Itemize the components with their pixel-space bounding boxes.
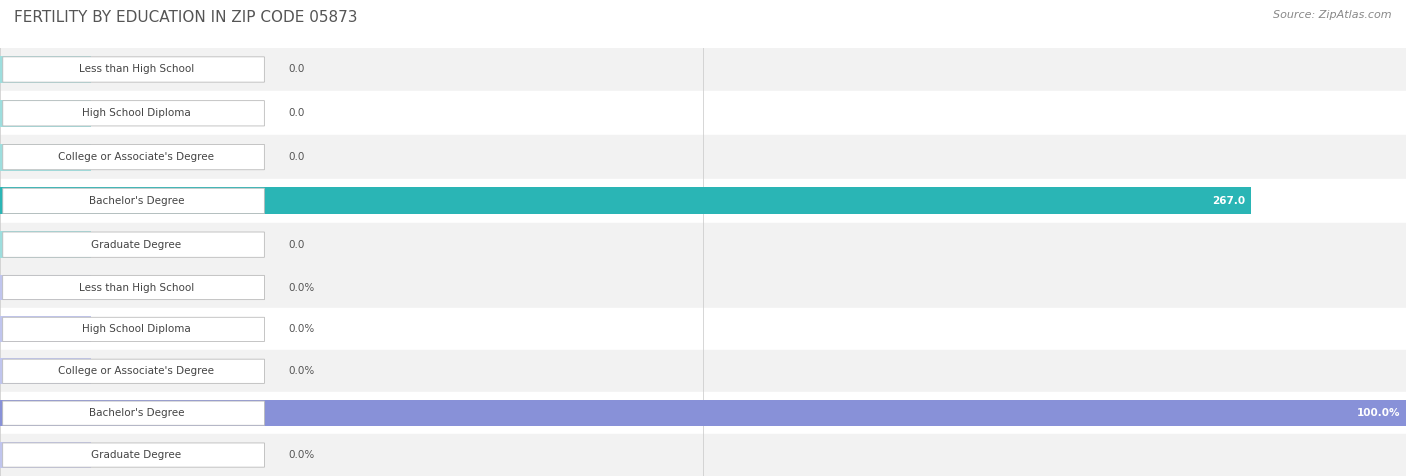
Text: High School Diploma: High School Diploma	[82, 324, 191, 335]
FancyBboxPatch shape	[3, 144, 264, 170]
Bar	[0, 143, 91, 171]
Text: 0.0: 0.0	[288, 64, 305, 75]
Text: 0.0: 0.0	[288, 239, 305, 250]
Bar	[0, 400, 1406, 426]
FancyBboxPatch shape	[3, 401, 264, 425]
Bar	[0, 392, 1406, 434]
Bar	[0, 358, 91, 384]
Text: 0.0%: 0.0%	[288, 450, 315, 460]
Bar	[0, 231, 91, 258]
Bar	[0, 275, 91, 300]
Bar	[0, 308, 1406, 350]
FancyBboxPatch shape	[3, 188, 264, 214]
Text: 0.0%: 0.0%	[288, 366, 315, 377]
Bar	[0, 267, 1406, 308]
Bar	[0, 135, 1406, 179]
FancyBboxPatch shape	[3, 100, 264, 126]
FancyBboxPatch shape	[3, 443, 264, 467]
Bar	[0, 56, 91, 83]
Text: 267.0: 267.0	[1212, 196, 1246, 206]
FancyBboxPatch shape	[3, 317, 264, 341]
Bar	[0, 434, 1406, 476]
Text: 0.0%: 0.0%	[288, 282, 315, 293]
Text: Bachelor's Degree: Bachelor's Degree	[89, 408, 184, 418]
FancyBboxPatch shape	[3, 57, 264, 82]
FancyBboxPatch shape	[3, 276, 264, 299]
Text: Less than High School: Less than High School	[79, 282, 194, 293]
FancyBboxPatch shape	[3, 232, 264, 258]
Bar	[0, 317, 91, 342]
Text: Source: ZipAtlas.com: Source: ZipAtlas.com	[1274, 10, 1392, 20]
Text: College or Associate's Degree: College or Associate's Degree	[59, 152, 214, 162]
Bar	[0, 179, 1406, 223]
Text: 0.0%: 0.0%	[288, 324, 315, 335]
Text: High School Diploma: High School Diploma	[82, 108, 191, 119]
Text: Bachelor's Degree: Bachelor's Degree	[89, 196, 184, 206]
Text: FERTILITY BY EDUCATION IN ZIP CODE 05873: FERTILITY BY EDUCATION IN ZIP CODE 05873	[14, 10, 357, 25]
Text: College or Associate's Degree: College or Associate's Degree	[59, 366, 214, 377]
Bar	[0, 350, 1406, 392]
FancyBboxPatch shape	[3, 359, 264, 383]
Text: Graduate Degree: Graduate Degree	[91, 239, 181, 250]
Bar	[0, 91, 1406, 135]
Text: 100.0%: 100.0%	[1357, 408, 1400, 418]
Bar	[0, 48, 1406, 91]
Text: 0.0: 0.0	[288, 108, 305, 119]
Bar	[0, 223, 1406, 267]
Text: Graduate Degree: Graduate Degree	[91, 450, 181, 460]
Text: Less than High School: Less than High School	[79, 64, 194, 75]
Bar	[0, 442, 91, 468]
Bar	[0, 99, 91, 127]
Bar	[0, 187, 1251, 215]
Text: 0.0: 0.0	[288, 152, 305, 162]
